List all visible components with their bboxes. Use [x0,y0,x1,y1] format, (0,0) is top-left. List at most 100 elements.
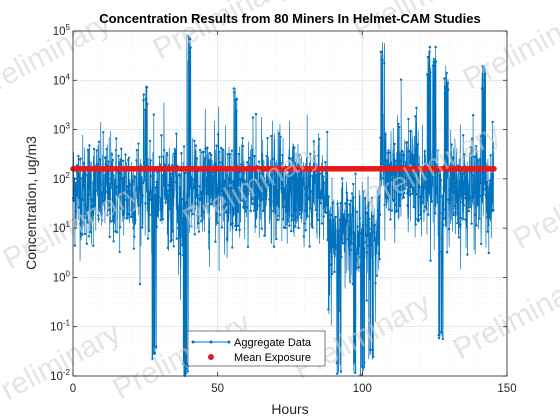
aggregate-data-point [156,193,160,197]
aggregate-data-point [455,195,458,198]
aggregate-data-point [406,192,409,195]
aggregate-data-point [359,373,362,377]
aggregate-data-point [414,223,417,226]
aggregate-data-point [416,143,420,146]
aggregate-data-point [435,185,438,189]
aggregate-data-point [218,193,222,196]
aggregate-data-point [113,183,117,186]
aggregate-data-point [208,151,212,155]
aggregate-data-point [164,185,168,188]
aggregate-data-point [197,221,200,225]
aggregate-data-point [345,191,348,194]
x-tick-label: 100 [353,383,372,395]
aggregate-data-point [296,216,299,219]
aggregate-data-point [82,178,86,181]
aggregate-data-point [239,163,243,166]
aggregate-data-point [86,221,89,224]
aggregate-data-point [250,197,254,201]
aggregate-data-point [160,134,163,137]
aggregate-data-point [226,205,229,208]
aggregate-data-point [330,263,333,266]
aggregate-data-point [107,208,111,212]
y-tick-labels: 10-2 10-1 100 101 102 103 104 105 [50,23,70,383]
aggregate-data-point [122,186,125,189]
aggregate-data-point [346,199,349,202]
aggregate-data-point [474,213,477,217]
aggregate-data-point [453,191,456,194]
aggregate-data-point [77,158,80,161]
aggregate-data-point [361,253,364,256]
aggregate-data-point [115,137,118,140]
ticks [72,30,508,377]
aggregate-data-point [207,230,211,234]
aggregate-data-point [472,174,475,177]
aggregate-data-point [368,232,372,235]
aggregate-data-point [234,228,238,232]
aggregate-data-point [168,208,172,211]
aggregate-data-point [381,59,384,62]
aggregate-data-point [147,193,151,196]
aggregate-data-point [440,250,443,254]
aggregate-data-point [316,187,319,190]
aggregate-data-point [259,178,263,181]
aggregate-data-point [207,172,210,175]
aggregate-data-point [392,153,395,157]
aggregate-data-point [429,71,432,74]
aggregate-data-point [169,182,172,185]
aggregate-data-point [280,162,283,165]
aggregate-data-point [331,272,334,276]
aggregate-data-point [335,361,339,365]
aggregate-data-point [223,179,226,183]
aggregate-data-point [253,154,256,158]
aggregate-data-point [335,372,339,375]
aggregate-data-point [163,164,167,167]
aggregate-data-point [87,148,90,152]
aggregate-data-point [111,158,115,162]
aggregate-data-point [236,193,239,197]
aggregate-data-point [139,164,142,167]
aggregate-data-point [176,174,180,177]
aggregate-data-point [490,179,493,183]
aggregate-data-point [154,186,157,189]
aggregate-data-point [394,159,397,162]
aggregate-data-point [341,242,345,245]
aggregate-data-point [185,367,188,371]
aggregate-data-point [157,196,160,199]
aggregate-data-point [388,163,391,166]
aggregate-data-point [452,157,455,160]
aggregate-data-point [249,189,252,193]
aggregate-data-point [366,224,370,227]
aggregate-data-point [219,185,222,188]
aggregate-data-point [162,184,165,187]
aggregate-data-point [115,185,118,189]
aggregate-data-point [408,149,411,153]
aggregate-data-point [425,181,428,185]
aggregate-data-point [158,163,162,166]
aggregate-data-point [205,204,208,207]
aggregate-data-point [315,174,318,177]
aggregate-data-point [317,154,320,157]
aggregate-data-point [91,199,94,202]
aggregate-data-point [177,214,180,218]
aggregate-data-point [423,174,426,177]
aggregate-data-point [340,177,344,180]
aggregate-data-point [416,155,419,158]
aggregate-data-point [270,134,273,138]
aggregate-data-point [397,182,401,186]
aggregate-data-point [258,204,261,207]
aggregate-data-point [179,174,182,177]
aggregate-data-point [151,174,154,178]
aggregate-data-point [300,216,303,219]
aggregate-data-point [485,201,488,204]
aggregate-data-point [411,153,415,157]
aggregate-data-point [329,213,332,217]
aggregate-data-point [277,214,280,218]
aggregate-data-point [177,252,181,255]
aggregate-data-point [364,233,368,237]
aggregate-data-point [206,146,209,149]
aggregate-data-point [387,149,390,152]
aggregate-data-point [244,209,247,213]
aggregate-data-point [105,147,108,151]
aggregate-data-point [259,193,262,196]
aggregate-data-point [182,362,185,365]
